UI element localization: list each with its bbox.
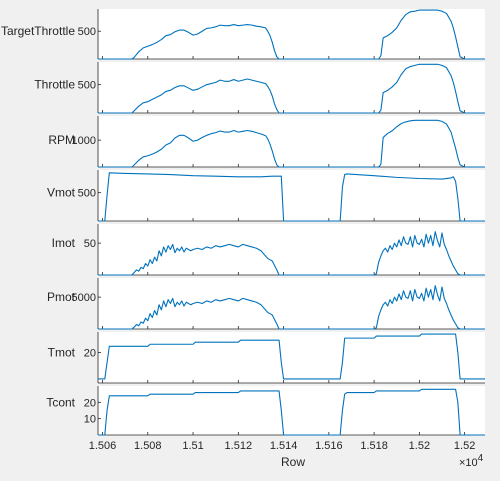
- plot-area: [98, 386, 485, 435]
- y-tick-label: 5000: [72, 292, 96, 304]
- panel-tcont: 10 20 Tcont: [46, 386, 485, 436]
- plot-area: [98, 9, 485, 59]
- series-line: [98, 388, 485, 436]
- y-tick-label: 50: [84, 238, 96, 250]
- plot-area: [98, 278, 485, 329]
- x-tick-label: 1.52: [454, 440, 475, 452]
- y-axis-label: Throttle: [34, 78, 75, 92]
- series-line: [98, 231, 485, 276]
- plot-area: [98, 332, 485, 383]
- y-tick-label: 1000: [72, 135, 96, 147]
- x-tick-label: 1.518: [360, 440, 388, 452]
- x-tick-label: 1.508: [134, 440, 162, 452]
- series-line: [98, 333, 485, 380]
- y-tick-label: 20: [84, 347, 96, 359]
- x-tick-label: 1.51: [182, 440, 203, 452]
- x-axis-label: Row: [281, 455, 305, 469]
- x-tick-label: 1.512: [225, 440, 253, 452]
- plot-area: [98, 224, 485, 275]
- series-line: [98, 9, 485, 60]
- y-axis-label: Vmot: [47, 186, 76, 200]
- x-axis-multiplier-exponent: 4: [478, 453, 484, 464]
- series-line: [98, 63, 485, 114]
- x-axis-multiplier: ×104: [459, 453, 484, 469]
- x-tick-label: 1.514: [270, 440, 298, 452]
- y-tick-label: 500: [78, 80, 96, 92]
- y-axis-label: Tcont: [46, 395, 75, 409]
- chart-panels: 500TargetThrottle500Throttle1000RPM500Vm…: [1, 9, 485, 436]
- panel-tmot: 20 Tmot: [48, 332, 485, 384]
- y-axis-label: Imot: [52, 236, 76, 250]
- panel-imot: 50 Imot: [52, 224, 485, 276]
- y-tick-label: 500: [78, 26, 96, 38]
- x-axis: 1.506 1.508 1.51 1.512 1.514 1.516 1.518 1.52 1.…: [89, 440, 476, 452]
- y-tick-label: 20: [84, 397, 96, 409]
- x-tick-label: 1.52: [409, 440, 430, 452]
- series-line: [98, 285, 485, 330]
- y-axis-label: RPM: [48, 133, 75, 147]
- x-tick-label: 1.516: [315, 440, 343, 452]
- series-line: [98, 172, 485, 222]
- plot-area: [98, 62, 485, 113]
- x-tick-label: 1.506: [89, 440, 117, 452]
- plot-area: [98, 170, 485, 221]
- y-axis-label: TargetThrottle: [1, 24, 75, 38]
- plot-area: [98, 116, 485, 167]
- y-tick-label: 500: [78, 188, 96, 200]
- x-axis-multiplier-base: ×10: [459, 457, 478, 469]
- y-tick-label: 10: [84, 414, 96, 426]
- y-axis-label: Pmot: [47, 290, 76, 304]
- y-axis-label: Tmot: [48, 345, 76, 359]
- series-line: [98, 119, 485, 168]
